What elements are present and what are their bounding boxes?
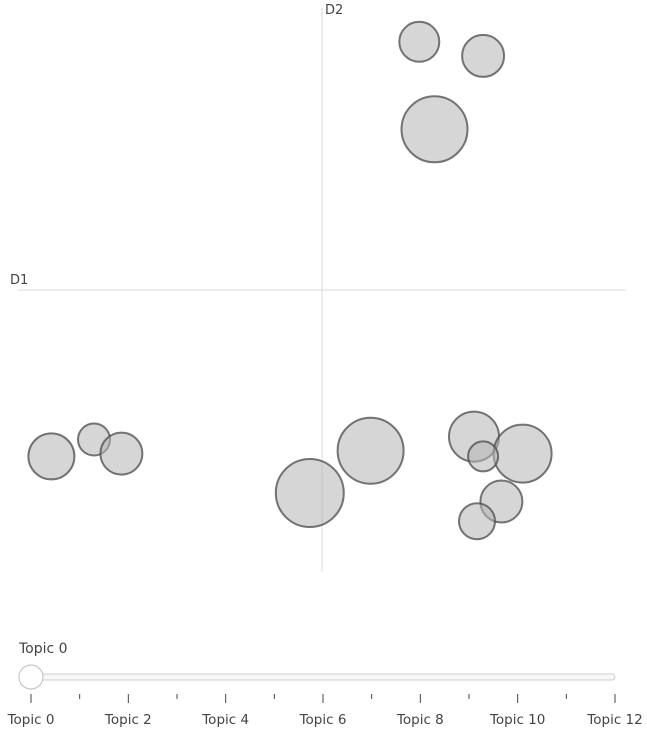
d2-axis-label: D2 [325, 3, 343, 18]
slider-track[interactable] [30, 673, 616, 681]
topic-bubble-2[interactable] [99, 431, 144, 476]
topic-bubble-10[interactable] [467, 440, 500, 473]
topic-bubbles [27, 20, 553, 541]
slider-tick-label-2: Topic 2 [104, 712, 152, 728]
slider-tick-label-12: Topic 12 [586, 712, 642, 728]
slider-tick-label-6: Topic 6 [299, 712, 347, 728]
slider-tick-label-4: Topic 4 [201, 712, 249, 728]
slider-ticks [30, 694, 616, 703]
slider-tick-label-8: Topic 8 [396, 712, 444, 728]
topic-bubble-9[interactable] [492, 423, 553, 484]
slider-tick-label-10: Topic 10 [489, 712, 545, 728]
topic-bubble-6[interactable] [274, 458, 345, 528]
topic-bubble-3[interactable] [400, 95, 469, 164]
slider-tick-labels: Topic 0 Topic 2 Topic 4 Topic 6 Topic 8 Topic… [7, 712, 643, 728]
slider-handle[interactable] [18, 664, 44, 690]
topic-slider[interactable]: Topic 0 Topic 0 Topic 2 Topic 4 Topic 6 Topi… [7, 641, 643, 728]
topic-bubble-7[interactable] [336, 416, 405, 485]
slider-current-label: Topic 0 [18, 641, 68, 657]
topic-bubble-0[interactable] [27, 432, 76, 481]
slider-tick-label-0: Topic 0 [7, 712, 55, 728]
topic-bubble-12[interactable] [458, 502, 496, 541]
d1-axis-label: D1 [10, 273, 28, 288]
topic-bubble-5[interactable] [461, 33, 506, 78]
topic-bubble-4[interactable] [398, 20, 441, 63]
